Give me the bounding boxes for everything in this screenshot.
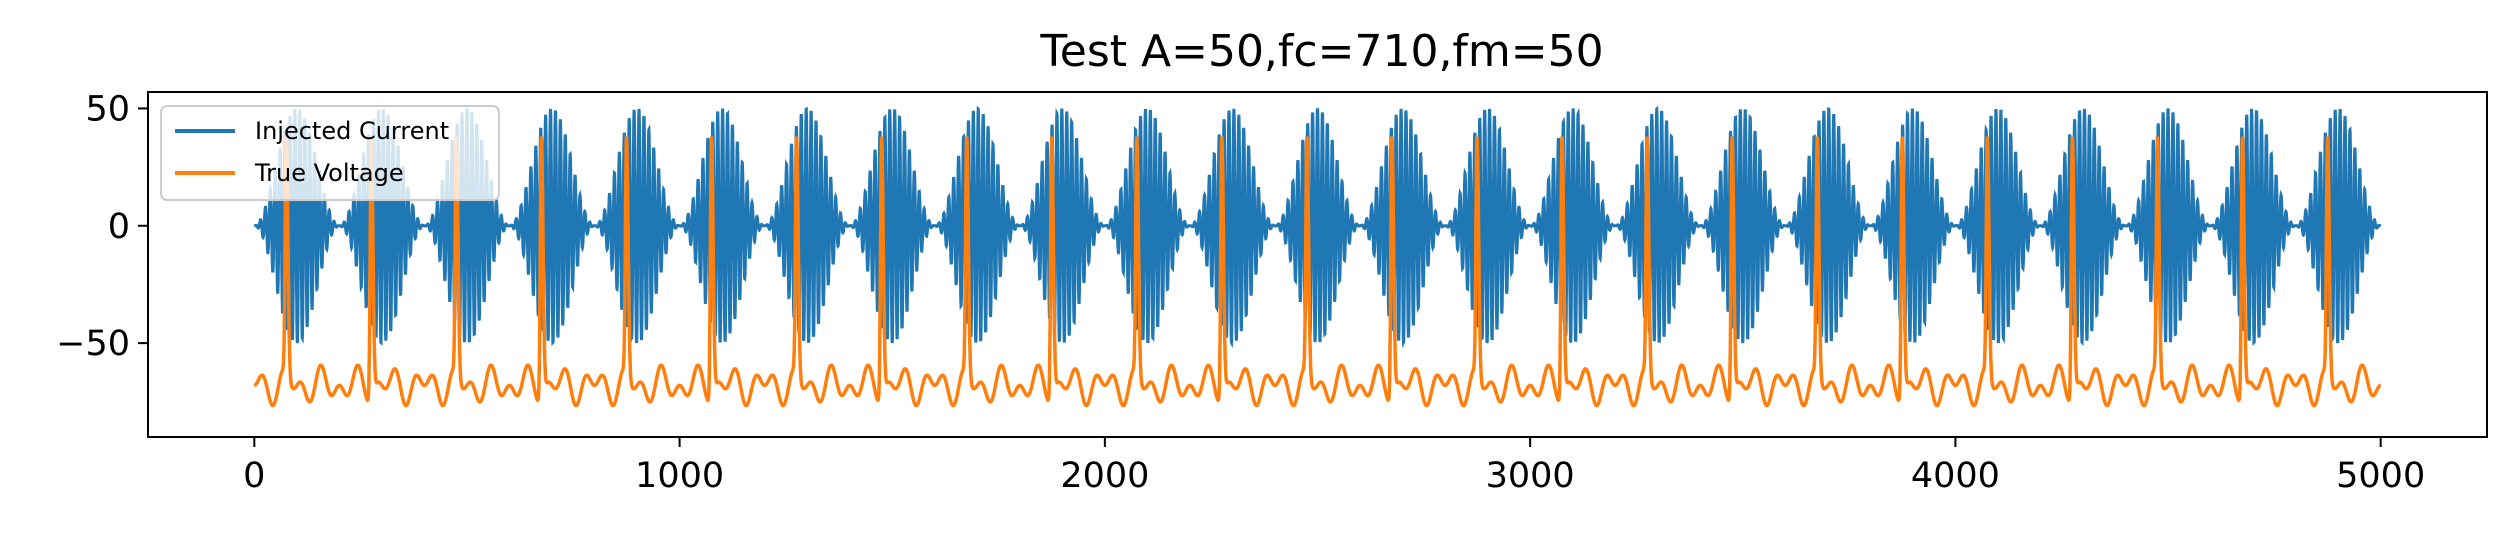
x-tick-label: 4000 (1911, 456, 2000, 496)
legend-label: True Voltage (254, 159, 404, 187)
plot-area (147, 91, 2488, 438)
legend-label: Injected Current (255, 117, 449, 145)
x-axis: 0 1000 2000 3000 4000 5000 (243, 437, 2425, 496)
x-tick-label: 0 (243, 456, 265, 496)
y-tick-label: −50 (56, 324, 130, 364)
legend-box (160, 105, 500, 201)
series-line-true-voltage (253, 136, 2382, 408)
x-tick-label: 5000 (2336, 456, 2425, 496)
chart-title: Test A=50,fc=710,fm=50 (1039, 26, 1603, 77)
y-tick-label: 50 (85, 89, 130, 129)
x-tick-label: 3000 (1486, 456, 1575, 496)
series-line-injected-current (253, 105, 2382, 349)
y-axis: 50 0 −50 (56, 89, 148, 364)
axes-frame (147, 91, 2488, 438)
x-tick-label: 2000 (1060, 456, 1149, 496)
legend: Injected Current True Voltage (160, 105, 500, 201)
series-layer (253, 105, 2382, 408)
y-tick-label: 0 (108, 207, 130, 247)
x-tick-label: 1000 (635, 456, 724, 496)
